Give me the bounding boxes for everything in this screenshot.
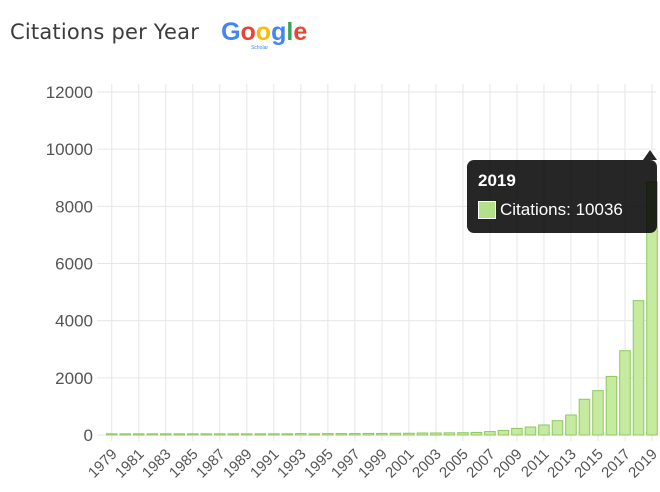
bar-1990 xyxy=(254,433,267,436)
tooltip-row: Citations: 10036 xyxy=(478,200,623,220)
chart-title: Citations per Year xyxy=(10,20,200,44)
bar-1994 xyxy=(308,433,321,436)
x-tick-label: 2011 xyxy=(518,446,553,481)
bar-2016 xyxy=(605,375,618,436)
y-tick-label: 2000 xyxy=(55,369,93,388)
bar-1984 xyxy=(173,433,186,436)
bar-2003 xyxy=(430,432,442,436)
logo-letter: o xyxy=(255,17,272,46)
bar-1996 xyxy=(335,433,348,436)
bar-2001 xyxy=(403,432,415,436)
bar-2000 xyxy=(389,432,402,436)
x-tick-label: 2005 xyxy=(436,446,472,482)
tooltip-arrow xyxy=(643,150,657,160)
bar-1981 xyxy=(132,433,145,436)
bar-1995 xyxy=(322,433,334,436)
y-tick-label: 4000 xyxy=(55,312,93,331)
bar-2005 xyxy=(457,432,469,436)
bar-1987 xyxy=(214,433,226,436)
x-tick-label: 1991 xyxy=(247,446,283,482)
y-tick-label: 6000 xyxy=(55,255,93,274)
tooltip-title: 2019 xyxy=(478,171,516,190)
google-logo-letters: Google xyxy=(221,18,307,47)
y-tick-label: 10000 xyxy=(46,140,93,159)
bar-2013 xyxy=(565,414,577,436)
bar-1980 xyxy=(119,433,132,436)
bar-1992 xyxy=(281,433,294,436)
x-tick-label: 1983 xyxy=(139,446,175,482)
logo-letter: o xyxy=(240,17,256,46)
bar-2014 xyxy=(578,398,591,436)
bar-2008 xyxy=(497,429,510,436)
x-tick-label: 2009 xyxy=(490,446,526,482)
bar-1988 xyxy=(227,433,240,436)
bar-2012 xyxy=(551,420,564,436)
bar-2015 xyxy=(592,390,604,436)
tooltip-swatch xyxy=(478,201,496,219)
bar-2011 xyxy=(538,424,550,436)
bar-1991 xyxy=(268,433,280,436)
bar-2006 xyxy=(470,431,483,436)
logo-letter: G xyxy=(221,17,241,46)
x-tick-label: 2019 xyxy=(625,446,660,482)
y-tick-label: 8000 xyxy=(55,197,93,216)
x-tick-label: 1985 xyxy=(166,446,202,482)
x-tick-label: 2001 xyxy=(382,446,418,482)
x-tick-label: 1987 xyxy=(193,446,229,482)
logo-letter: g xyxy=(271,17,287,46)
x-tick-label: 2007 xyxy=(463,446,499,482)
x-tick-label: 2017 xyxy=(598,446,634,482)
bar-2004 xyxy=(443,432,456,436)
bar-2002 xyxy=(416,432,429,436)
x-tick-label: 1993 xyxy=(274,446,310,482)
x-tick-label: 2013 xyxy=(544,446,580,482)
tooltip: 2019 Citations: 10036 xyxy=(467,160,657,233)
bar-1998 xyxy=(362,432,375,436)
bar-2009 xyxy=(511,427,523,436)
bar-1986 xyxy=(200,433,213,436)
x-tick-label: 1989 xyxy=(220,446,256,482)
bar-2010 xyxy=(524,426,537,436)
chart-header: Citations per Year Google Scholar xyxy=(10,14,307,51)
x-tick-label: 1995 xyxy=(301,446,337,482)
scholar-subtext: Scholar xyxy=(251,44,269,51)
google-scholar-logo: Google Scholar xyxy=(221,18,307,51)
bar-1983 xyxy=(160,433,172,436)
bar-1985 xyxy=(187,433,199,436)
bar-1989 xyxy=(241,433,253,436)
bar-1979 xyxy=(105,433,118,436)
x-tick-label: 1979 xyxy=(85,446,121,482)
y-tick-label: 12000 xyxy=(46,83,93,102)
logo-letter: l xyxy=(286,17,294,46)
y-tick-label: 0 xyxy=(84,426,93,445)
x-tick-label: 1997 xyxy=(328,446,364,482)
x-tick-label: 2003 xyxy=(409,446,445,482)
x-tick-label: 1981 xyxy=(112,446,148,482)
bar-1999 xyxy=(376,432,388,436)
bar-1982 xyxy=(146,433,159,436)
logo-letter: e xyxy=(293,17,308,46)
bar-2017 xyxy=(619,350,631,436)
bar-2018 xyxy=(632,300,645,436)
tooltip-label: Citations: 10036 xyxy=(500,200,623,219)
bar-1997 xyxy=(349,433,361,436)
bar-2007 xyxy=(484,431,496,436)
x-tick-label: 1999 xyxy=(355,446,391,482)
x-tick-label: 2015 xyxy=(571,446,607,482)
bar-1993 xyxy=(295,433,307,436)
